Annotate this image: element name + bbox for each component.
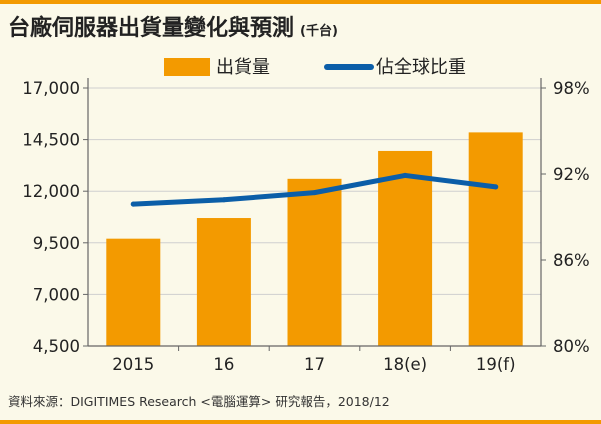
x-tick-label: 17 — [304, 355, 325, 374]
legend-label-line: 佔全球比重 — [376, 57, 466, 78]
legend: 出貨量 佔全球比重 — [164, 57, 466, 78]
source-note: 資料來源：DIGITIMES Research <電腦運算> 研究報告，2018… — [8, 394, 390, 409]
legend-label-bar: 出貨量 — [216, 57, 270, 78]
chart-title: 台廠伺服器出貨量變化與預測 (千台) — [8, 10, 338, 42]
legend-swatch-bar — [164, 58, 210, 76]
left-tick-label: 12,000 — [22, 182, 80, 201]
bar — [287, 178, 342, 346]
left-tick-label: 4,500 — [33, 337, 80, 356]
combo-chart: 4,500 7,000 9,500 12,000 14,500 17,000 80% 86%… — [22, 57, 590, 374]
left-axis-ticks: 4,500 7,000 9,500 12,000 14,500 17,000 — [22, 79, 88, 356]
bar — [378, 150, 433, 346]
bar — [196, 218, 251, 346]
line-series — [130, 172, 499, 207]
x-tick-label: 19(f) — [476, 355, 516, 374]
left-tick-label: 14,500 — [22, 131, 80, 150]
left-tick-label: 9,500 — [33, 234, 80, 253]
share-point — [493, 184, 499, 190]
share-point — [402, 172, 408, 178]
share-point — [130, 201, 136, 207]
share-point — [312, 190, 317, 196]
x-tick-label: 2015 — [112, 355, 154, 374]
share-point — [221, 197, 227, 203]
chart-title-text: 台廠伺服器出貨量變化與預測 — [8, 16, 295, 41]
right-tick-label: 80% — [553, 337, 590, 356]
left-tick-label: 17,000 — [22, 79, 80, 98]
x-tick-label: 16 — [213, 355, 234, 374]
right-tick-label: 86% — [553, 251, 590, 270]
bar-series — [106, 132, 523, 346]
axes — [87, 78, 542, 347]
left-tick-label: 7,000 — [33, 285, 80, 304]
x-axis-ticks: 2015 16 17 18(e) 19(f) — [112, 346, 516, 374]
right-tick-label: 92% — [553, 165, 590, 184]
x-tick-label: 18(e) — [383, 355, 427, 374]
bar — [468, 132, 523, 346]
right-tick-label: 98% — [553, 79, 590, 98]
bar — [106, 238, 161, 346]
unit-label: (千台) — [300, 24, 338, 39]
right-axis-ticks: 80% 86% 92% 98% — [541, 79, 590, 356]
